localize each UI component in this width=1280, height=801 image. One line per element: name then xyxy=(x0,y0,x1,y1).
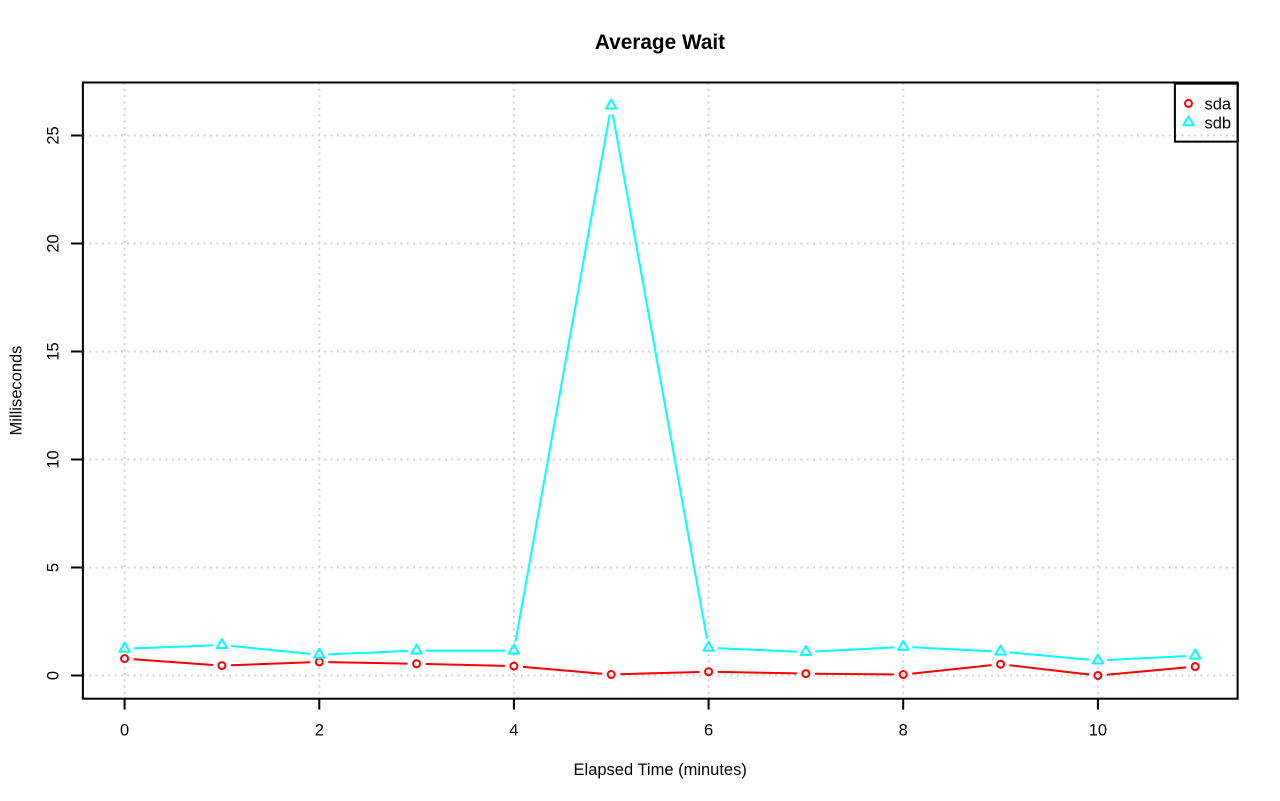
svg-text:25: 25 xyxy=(45,126,63,144)
svg-text:sdb: sdb xyxy=(1205,115,1232,133)
svg-text:6: 6 xyxy=(704,721,713,739)
svg-text:20: 20 xyxy=(45,234,63,252)
svg-text:2: 2 xyxy=(315,721,324,739)
svg-text:sda: sda xyxy=(1205,96,1232,114)
svg-text:0: 0 xyxy=(120,721,129,739)
svg-text:Milliseconds: Milliseconds xyxy=(7,346,25,436)
svg-text:10: 10 xyxy=(1089,721,1107,739)
svg-text:15: 15 xyxy=(45,342,63,360)
svg-text:10: 10 xyxy=(45,450,63,468)
svg-text:Elapsed Time (minutes): Elapsed Time (minutes) xyxy=(574,761,747,779)
svg-text:5: 5 xyxy=(45,563,63,572)
svg-text:4: 4 xyxy=(509,721,518,739)
svg-text:Average Wait: Average Wait xyxy=(595,31,725,54)
svg-text:0: 0 xyxy=(45,671,63,680)
svg-text:8: 8 xyxy=(899,721,908,739)
